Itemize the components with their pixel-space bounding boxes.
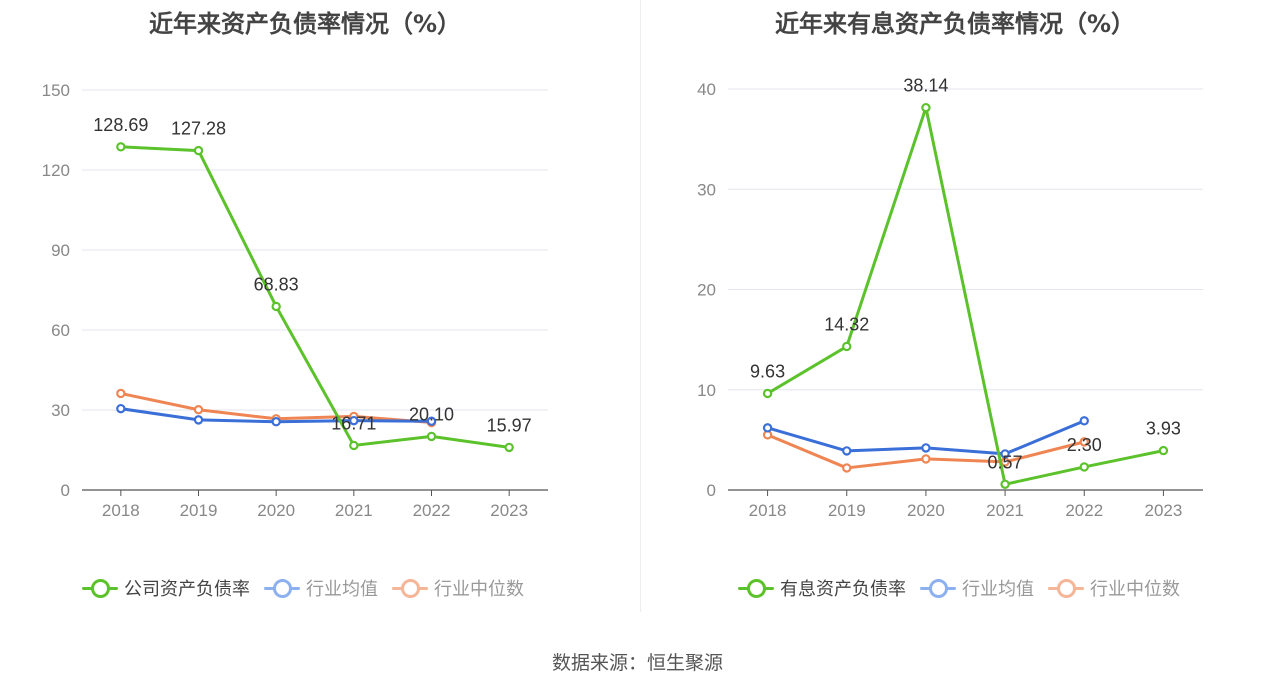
data-label: 9.63 xyxy=(750,361,785,381)
chart-legend: 公司资产负债率 行业均值 行业中位数 xyxy=(82,574,538,602)
legend-marker-icon xyxy=(920,578,956,598)
legend-label: 有息资产负债率 xyxy=(780,579,906,600)
y-tick-label: 60 xyxy=(51,321,70,340)
legend-marker-icon xyxy=(1048,578,1084,598)
data-point xyxy=(271,301,281,312)
data-point xyxy=(842,446,852,456)
data-label: 20.10 xyxy=(409,404,454,424)
x-tick-label: 2022 xyxy=(413,501,451,520)
data-point xyxy=(1158,445,1169,456)
x-tick-label: 2023 xyxy=(490,501,528,520)
x-tick-label: 2020 xyxy=(907,501,945,520)
chart-title: 近年来有息资产负债率情况（%） xyxy=(774,10,1136,38)
x-tick-label: 2019 xyxy=(828,501,866,520)
y-tick-label: 0 xyxy=(707,481,716,500)
chart-panel-interest-debt-ratio: 近年来有息资产负债率情况（%） 0 10 20 30 40 2018 2019 2020 202… xyxy=(640,0,1275,615)
legend-item-industry-median[interactable]: 行业中位数 xyxy=(392,575,524,601)
data-point xyxy=(842,341,852,352)
legend-label: 行业中位数 xyxy=(1090,579,1180,600)
data-label: 14.32 xyxy=(824,314,869,334)
data-label: 68.83 xyxy=(254,274,299,294)
data-point xyxy=(1079,462,1089,472)
data-point xyxy=(921,443,931,453)
x-tick-label: 2020 xyxy=(257,501,295,520)
x-tick-label: 2023 xyxy=(1145,501,1183,520)
x-tick-label: 2022 xyxy=(1065,501,1103,520)
data-point xyxy=(1079,437,1089,447)
legend-marker-icon xyxy=(738,578,774,598)
x-tick-label: 2018 xyxy=(102,501,140,520)
x-tick-label: 2019 xyxy=(180,501,218,520)
data-point xyxy=(426,431,437,442)
legend-marker-icon xyxy=(82,578,118,598)
x-tick-label: 2018 xyxy=(749,501,787,520)
legend-label: 行业均值 xyxy=(962,579,1034,600)
data-point xyxy=(1000,449,1010,459)
data-point xyxy=(921,454,931,464)
data-point xyxy=(349,440,359,451)
line-chart-interest-debt-ratio: 0 10 20 30 40 2018 2019 2020 2021 2022 2023 9.63 14.… xyxy=(697,76,1203,520)
legend-item-industry-median[interactable]: 行业中位数 xyxy=(1048,575,1180,601)
data-label: 38.14 xyxy=(903,76,948,96)
data-label: 15.97 xyxy=(487,415,532,435)
data-point xyxy=(504,442,514,453)
data-point xyxy=(116,403,126,414)
panel-divider xyxy=(640,0,641,612)
legend-item-industry-mean[interactable]: 行业均值 xyxy=(920,575,1034,601)
data-point xyxy=(762,388,773,399)
y-tick-label: 90 xyxy=(51,241,70,260)
data-source-note: 数据来源：恒生聚源 xyxy=(551,652,723,674)
line-chart-debt-ratio: 0 30 60 90 120 150 2018 2019 2020 2021 2022 2023 128… xyxy=(42,81,548,520)
data-point xyxy=(271,417,281,427)
data-point xyxy=(842,463,852,473)
y-tick-label: 40 xyxy=(697,80,716,99)
y-tick-label: 30 xyxy=(697,180,716,199)
data-point xyxy=(193,405,204,415)
data-point xyxy=(921,102,931,113)
y-tick-label: 10 xyxy=(697,381,716,400)
data-label: 3.93 xyxy=(1146,419,1181,439)
data-label: 0.57 xyxy=(988,452,1023,472)
y-tick-label: 0 xyxy=(61,481,70,500)
chart-title: 近年来资产负债率情况（%） xyxy=(148,10,462,38)
y-tick-label: 150 xyxy=(42,81,70,100)
legend-label: 行业中位数 xyxy=(434,579,524,600)
data-label: 127.28 xyxy=(171,119,226,139)
legend-label: 行业均值 xyxy=(306,579,378,600)
chart-panel-debt-ratio: 近年来资产负债率情况（%） 0 30 60 90 120 150 2018 2019 2020 2… xyxy=(0,0,640,615)
data-point xyxy=(426,416,437,426)
legend-item-industry-mean[interactable]: 行业均值 xyxy=(264,575,378,601)
data-point xyxy=(1000,479,1010,489)
x-tick-label: 2021 xyxy=(986,501,1024,520)
legend-item-company[interactable]: 有息资产负债率 xyxy=(738,575,906,601)
data-label: 128.69 xyxy=(93,115,148,135)
data-point xyxy=(762,423,773,433)
y-tick-label: 30 xyxy=(51,401,70,420)
y-tick-label: 20 xyxy=(697,281,716,300)
data-point xyxy=(193,145,204,156)
data-point xyxy=(116,388,126,399)
series-line xyxy=(766,106,1164,486)
chart-legend: 有息资产负债率 行业均值 行业中位数 xyxy=(738,574,1194,602)
legend-item-company[interactable]: 公司资产负债率 xyxy=(82,575,250,601)
y-tick-label: 120 xyxy=(42,161,70,180)
series-line xyxy=(120,145,510,449)
legend-label: 公司资产负债率 xyxy=(124,579,250,600)
data-point xyxy=(1079,416,1089,426)
data-label: 2.30 xyxy=(1067,435,1102,455)
x-tick-label: 2021 xyxy=(335,501,373,520)
data-label: 16.71 xyxy=(331,413,376,433)
data-point xyxy=(349,415,359,426)
data-point xyxy=(193,415,204,425)
legend-marker-icon xyxy=(264,578,300,598)
legend-marker-icon xyxy=(392,578,428,598)
data-point xyxy=(116,142,126,152)
